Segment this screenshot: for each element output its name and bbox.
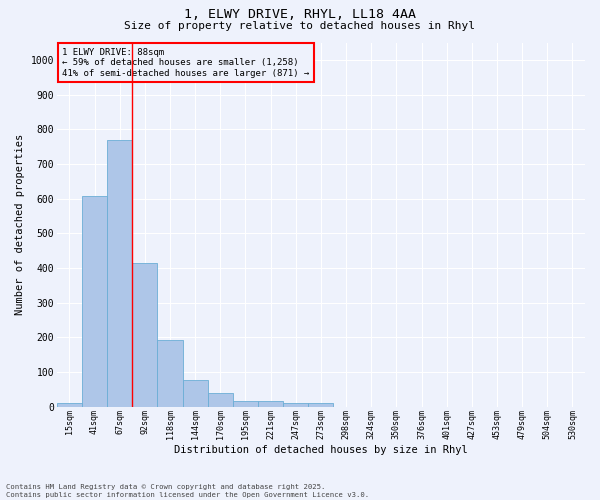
Text: Size of property relative to detached houses in Rhyl: Size of property relative to detached ho… (125, 21, 476, 31)
X-axis label: Distribution of detached houses by size in Rhyl: Distribution of detached houses by size … (174, 445, 468, 455)
Bar (57, 403, 82, 406)
Y-axis label: Number of detached properties: Number of detached properties (15, 134, 25, 315)
Bar (283, 403, 308, 406)
Bar (132, 264, 157, 406)
Bar (82, 196, 107, 406)
Bar (182, 380, 208, 406)
Bar (258, 402, 283, 406)
Bar (233, 402, 258, 406)
Text: 1, ELWY DRIVE, RHYL, LL18 4AA: 1, ELWY DRIVE, RHYL, LL18 4AA (184, 8, 416, 20)
Bar (208, 393, 233, 406)
Text: 1 ELWY DRIVE: 88sqm
← 59% of detached houses are smaller (1,258)
41% of semi-det: 1 ELWY DRIVE: 88sqm ← 59% of detached ho… (62, 48, 310, 78)
Text: Contains HM Land Registry data © Crown copyright and database right 2025.
Contai: Contains HM Land Registry data © Crown c… (6, 484, 369, 498)
Bar (107, 140, 132, 406)
Bar (157, 340, 182, 406)
Bar (308, 403, 334, 406)
